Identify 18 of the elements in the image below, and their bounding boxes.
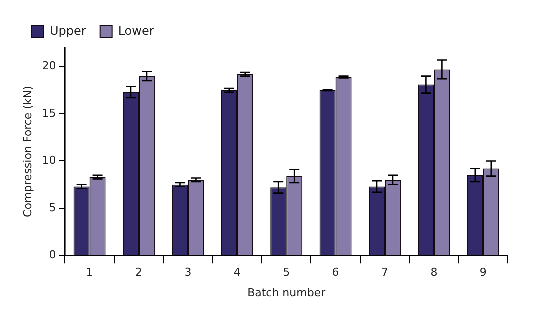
x-tick-label: 3 xyxy=(184,266,192,280)
legend-label: Lower xyxy=(118,24,154,38)
x-tick-label: 9 xyxy=(480,266,487,280)
y-tick-label: 0 xyxy=(49,248,56,262)
y-axis-title: Compression Force (kN) xyxy=(21,86,34,218)
x-tick-label: 2 xyxy=(136,266,142,280)
y-tick-label: 10 xyxy=(42,154,56,168)
x-tick-label: 6 xyxy=(332,266,340,280)
x-tick-label: 8 xyxy=(430,266,438,280)
y-tick-label: 15 xyxy=(42,106,56,120)
x-tick-label: 4 xyxy=(234,266,241,280)
x-tick-label: 7 xyxy=(382,266,388,280)
legend-label: Upper xyxy=(50,24,86,38)
y-tick-label: 5 xyxy=(49,201,56,214)
y-tick-label: 20 xyxy=(42,60,56,73)
x-axis-title: Batch number xyxy=(248,286,326,300)
x-tick-label: 5 xyxy=(283,266,290,280)
x-tick-label: 1 xyxy=(86,266,94,280)
